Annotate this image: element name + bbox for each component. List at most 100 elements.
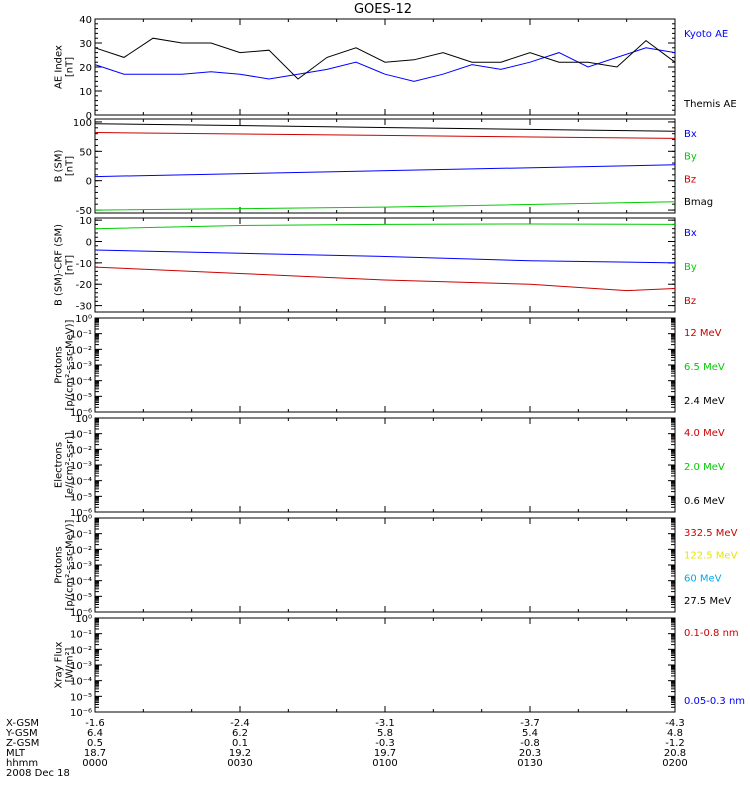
y-axis-label: Electrons — [54, 442, 65, 488]
y-tick-label: 10⁰ — [75, 414, 92, 425]
y-tick-label: 10⁻⁴ — [70, 377, 92, 388]
y-axis-label: [nT] — [65, 255, 76, 275]
y-tick-label: 10⁻¹ — [70, 530, 92, 541]
y-tick-label: -10 — [76, 259, 92, 270]
x-table-cell: 0130 — [517, 758, 542, 769]
legend-entry: By — [684, 152, 697, 163]
y-axis-label: [nT] — [65, 156, 76, 176]
y-axis-label: Protons — [54, 346, 65, 383]
panel-4: 10⁻⁶ 10⁻⁵ 10⁻⁴ 10⁻³ 10⁻² 10⁻¹ 10⁰ Protons [p/(cm… — [54, 314, 725, 419]
y-axis-label: [W/m²] — [65, 647, 76, 682]
x-table-cell: 0200 — [662, 758, 687, 769]
legend-entry: Bx — [684, 228, 697, 239]
x-table-cell: 0.1 — [232, 738, 248, 749]
x-table-cell: -3.7 — [520, 718, 540, 729]
y-axis-label: Xray Flux — [54, 641, 65, 688]
series-line — [94, 266, 676, 292]
series-line — [94, 123, 676, 132]
panel-frame — [94, 317, 676, 413]
x-table-row-label: hhmm — [6, 758, 38, 769]
y-tick-label: 10 — [79, 216, 92, 227]
x-table-cell: 18.7 — [84, 748, 106, 759]
y-tick-label: 10⁻³ — [70, 561, 92, 572]
x-table-row-label: Z-GSM — [6, 738, 39, 749]
x-table-cell: 0000 — [82, 758, 107, 769]
y-tick-label: 100 — [73, 118, 92, 129]
legend-entry: Bmag — [684, 197, 713, 208]
legend-entry: 2.4 MeV — [684, 396, 725, 407]
x-table-cell: 0100 — [372, 758, 397, 769]
x-table-cell: -1.2 — [665, 738, 685, 749]
y-axis-label: [p/(cm²-s-sr-MeV)] — [65, 519, 76, 610]
y-tick-label: 30 — [79, 39, 92, 50]
y-tick-label: 10⁻⁵ — [70, 392, 92, 403]
x-table-row-label: X-GSM — [6, 718, 39, 729]
y-tick-label: 10 — [79, 87, 92, 98]
x-table-cell: 0030 — [227, 758, 252, 769]
y-tick-label: 10⁰ — [75, 314, 92, 325]
y-tick-label: 10⁰ — [75, 514, 92, 525]
x-table-row-label: MLT — [6, 748, 26, 759]
panel-7: 10⁻⁶ 10⁻⁵ 10⁻⁴ 10⁻³ 10⁻² 10⁻¹ 10⁰ Xray Flux [W/m… — [54, 614, 746, 719]
y-tick-label: -30 — [76, 302, 92, 313]
x-table-cell: 5.4 — [522, 728, 538, 739]
y-tick-label: 10⁰ — [75, 614, 92, 625]
series-line — [94, 223, 676, 230]
y-tick-label: -20 — [76, 280, 92, 291]
y-tick-label: 10⁻⁴ — [70, 477, 92, 488]
legend-entry: Themis AE — [683, 99, 737, 110]
y-tick-label: 10⁻² — [70, 345, 92, 356]
legend-entry: 4.0 MeV — [684, 428, 725, 439]
y-tick-label: 10⁻⁶ — [70, 508, 92, 519]
y-axis-label: Protons — [54, 546, 65, 583]
panel-6: 10⁻⁶ 10⁻⁵ 10⁻⁴ 10⁻³ 10⁻² 10⁻¹ 10⁰ Protons [p/(cm… — [54, 514, 738, 619]
y-tick-label: 50 — [79, 147, 92, 158]
x-table-cell: 0.5 — [87, 738, 103, 749]
y-tick-label: 10⁻³ — [70, 361, 92, 372]
x-table-cell: 20.8 — [664, 748, 686, 759]
x-table-cell: 19.2 — [229, 748, 251, 759]
y-tick-label: 0 — [86, 177, 92, 188]
legend-entry: Bz — [684, 296, 696, 307]
y-tick-label: 10⁻² — [70, 545, 92, 556]
x-table-cell: 4.8 — [667, 728, 683, 739]
legend-entry: 0.05-0.3 nm — [684, 696, 745, 707]
panel-1: 0 10 20 30 40 AE Index [nT] Kyoto AE Themis AE — [54, 15, 737, 122]
legend-entry: By — [684, 262, 697, 273]
panel-3: -30 -20 -10 0 10 B (SM)-CRF (SM) [nT] Bx By Bz — [54, 216, 697, 312]
legend-entry: 332.5 MeV — [684, 528, 738, 539]
legend-entry: 0.6 MeV — [684, 496, 725, 507]
y-tick-label: 10⁻⁶ — [70, 408, 92, 419]
series-line — [94, 37, 676, 80]
legend-entry: 6.5 MeV — [684, 362, 725, 373]
y-tick-label: 20 — [79, 63, 92, 74]
x-table-cell: -2.4 — [230, 718, 250, 729]
panel-2: -50 0 50 100 B (SM) [nT] Bx By Bz Bmag — [54, 118, 714, 217]
y-tick-label: 10⁻⁵ — [70, 492, 92, 503]
legend-entry: Kyoto AE — [684, 29, 728, 40]
y-tick-label: 0 — [86, 111, 92, 122]
date-label: 2008 Dec 18 — [6, 768, 70, 779]
y-tick-label: 10⁻² — [70, 645, 92, 656]
y-tick-label: 10⁻⁵ — [70, 692, 92, 703]
x-table-cell: -0.8 — [520, 738, 540, 749]
legend-entry: 2.0 MeV — [684, 462, 725, 473]
legend-entry: 12 MeV — [684, 328, 722, 339]
series-line — [94, 47, 676, 82]
x-table-cell: 5.8 — [377, 728, 393, 739]
legend-entry: Bz — [684, 174, 696, 185]
panel-frame — [94, 417, 676, 513]
series-line — [94, 201, 676, 211]
legend-entry: 60 MeV — [684, 573, 722, 584]
y-tick-label: 10⁻¹ — [70, 330, 92, 341]
x-table-row-label: Y-GSM — [5, 728, 38, 739]
legend-entry: 122.5 MeV — [684, 551, 738, 562]
y-tick-label: 10⁻⁴ — [70, 677, 92, 688]
y-axis-label: B (SM) — [54, 149, 65, 182]
y-tick-label: 10⁻¹ — [70, 430, 92, 441]
x-table-cell: 6.4 — [87, 728, 103, 739]
x-table-cell: -1.6 — [85, 718, 105, 729]
